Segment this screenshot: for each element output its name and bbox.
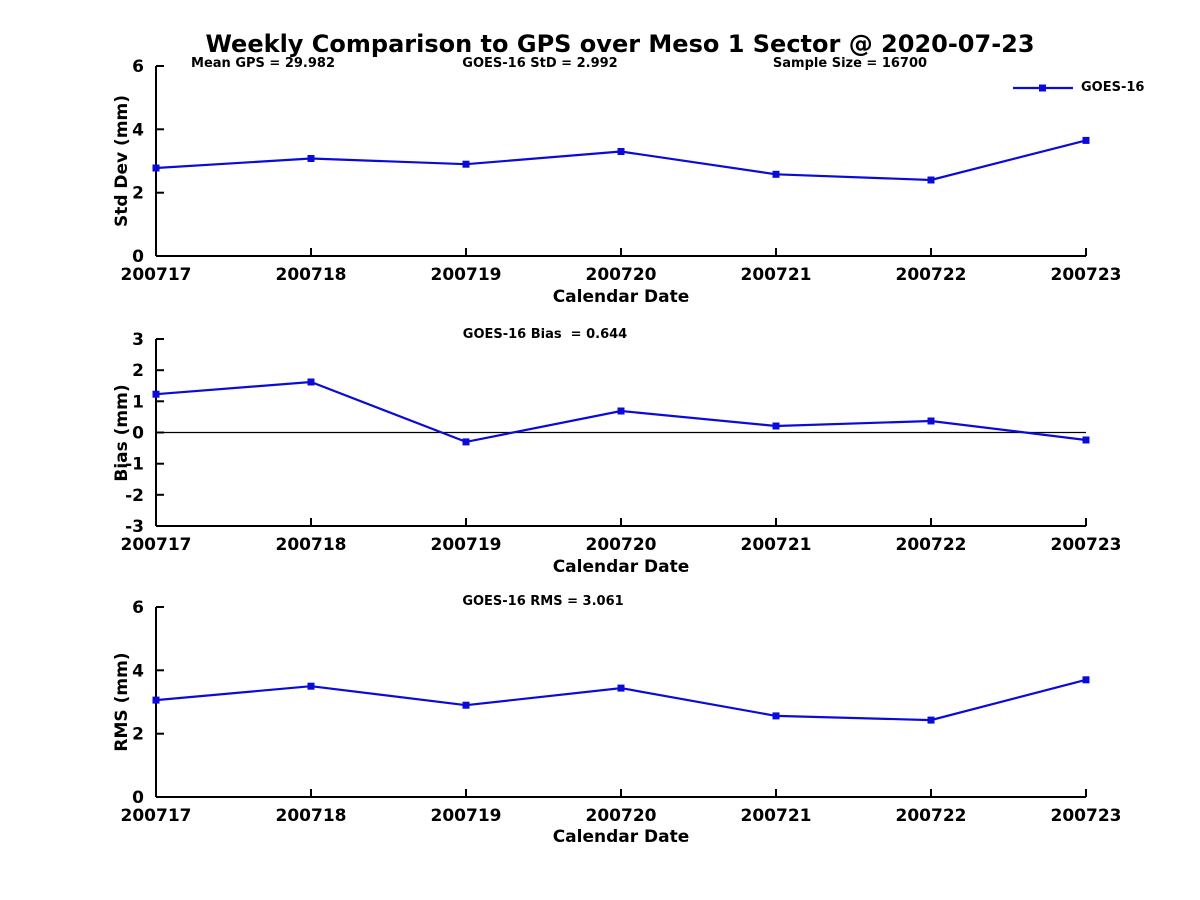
data-point-marker bbox=[152, 164, 160, 172]
y-tick-label: -1 bbox=[125, 455, 144, 475]
data-point-marker bbox=[617, 684, 625, 692]
x-tick-label: 200718 bbox=[276, 535, 347, 555]
x-axis-label-std-dev: Calendar Date bbox=[552, 287, 690, 307]
x-tick-label: 200720 bbox=[586, 535, 657, 555]
y-tick-label: -2 bbox=[125, 486, 144, 506]
data-point-marker bbox=[152, 696, 160, 704]
series-line-GOES-16 bbox=[155, 139, 1087, 182]
x-tick-label: 200718 bbox=[276, 265, 347, 285]
x-tick-label: 200722 bbox=[896, 806, 967, 826]
x-tick-label: 200719 bbox=[431, 806, 502, 826]
y-axis-label-bias: Bias (mm) bbox=[112, 384, 132, 482]
data-point-marker bbox=[307, 155, 315, 162]
y-tick-label: 1 bbox=[132, 392, 144, 412]
y-tick-label: 2 bbox=[132, 361, 144, 381]
x-tick-label: 200719 bbox=[431, 535, 502, 555]
x-tick-label: 200723 bbox=[1051, 265, 1122, 285]
data-point-marker bbox=[462, 701, 470, 709]
x-axis-label-bias: Calendar Date bbox=[552, 557, 690, 577]
data-point-marker bbox=[1082, 436, 1090, 444]
y-tick-label: 2 bbox=[132, 184, 144, 204]
y-tick-label: 2 bbox=[132, 725, 144, 745]
y-tick-label: 0 bbox=[132, 424, 144, 444]
y-tick-label: 0 bbox=[132, 247, 144, 267]
data-point-marker bbox=[617, 407, 625, 415]
data-point-marker bbox=[772, 422, 780, 430]
x-tick-label: 200717 bbox=[121, 806, 192, 826]
y-tick-label: 3 bbox=[132, 330, 144, 350]
y-tick-label: 6 bbox=[132, 598, 144, 618]
legend-label: GOES-16 bbox=[1081, 80, 1145, 95]
data-point-marker bbox=[462, 160, 470, 168]
data-point-marker bbox=[927, 716, 935, 724]
data-point-marker bbox=[927, 417, 935, 425]
x-tick-label: 200721 bbox=[741, 535, 812, 555]
y-tick-label: 0 bbox=[132, 788, 144, 808]
y-tick-label: 4 bbox=[132, 120, 144, 140]
x-tick-label: 200721 bbox=[741, 265, 812, 285]
data-point-marker bbox=[462, 438, 470, 446]
data-point-marker bbox=[307, 378, 315, 386]
x-tick-label: 200720 bbox=[586, 265, 657, 285]
x-tick-label: 200717 bbox=[121, 265, 192, 285]
annotation-sample-size: Sample Size = 16700 bbox=[772, 56, 928, 71]
legend: GOES-16 bbox=[1012, 80, 1144, 95]
x-tick-label: 200720 bbox=[586, 806, 657, 826]
panel-std-dev: 0 2 4 6 200717 200718 200719 200720 200721 200722… bbox=[121, 57, 1122, 285]
panel-rms: 0 2 4 6 200717 200718 200719 200720 200721 200722… bbox=[121, 598, 1122, 826]
data-point-marker bbox=[307, 682, 315, 690]
data-point-marker bbox=[927, 176, 935, 184]
annotation-mean-gps: Mean GPS = 29.982 bbox=[191, 56, 335, 71]
x-tick-label: 200722 bbox=[896, 265, 967, 285]
figure-title: Weekly Comparison to GPS over Meso 1 Sec… bbox=[205, 30, 1035, 58]
y-tick-label: 4 bbox=[132, 661, 144, 681]
x-tick-label: 200718 bbox=[276, 806, 347, 826]
data-point-marker bbox=[1082, 676, 1090, 684]
y-axis-label-std-dev: Std Dev (mm) bbox=[112, 94, 132, 228]
x-tick-label: 200717 bbox=[121, 535, 192, 555]
annotation-goes16-std: GOES-16 StD = 2.992 bbox=[462, 56, 618, 71]
x-tick-label: 200719 bbox=[431, 265, 502, 285]
x-tick-label: 200723 bbox=[1051, 535, 1122, 555]
x-tick-label: 200723 bbox=[1051, 806, 1122, 826]
data-point-marker bbox=[617, 148, 625, 155]
data-point-marker bbox=[772, 170, 780, 178]
y-tick-label: -3 bbox=[125, 517, 144, 537]
x-tick-label: 200721 bbox=[741, 806, 812, 826]
legend-line-sample-icon bbox=[1013, 84, 1073, 91]
data-point-marker bbox=[152, 390, 160, 398]
data-point-marker bbox=[1082, 136, 1090, 144]
y-tick-label: 6 bbox=[132, 57, 144, 77]
annotation-goes16-rms: GOES-16 RMS = 3.061 bbox=[462, 594, 624, 609]
x-tick-label: 200722 bbox=[896, 535, 967, 555]
y-axis-label-rms: RMS (mm) bbox=[112, 652, 132, 752]
annotation-goes16-bias: GOES-16 Bias = 0.644 bbox=[462, 327, 628, 342]
x-axis-label-rms: Calendar Date bbox=[552, 827, 690, 847]
data-point-marker bbox=[772, 712, 780, 720]
